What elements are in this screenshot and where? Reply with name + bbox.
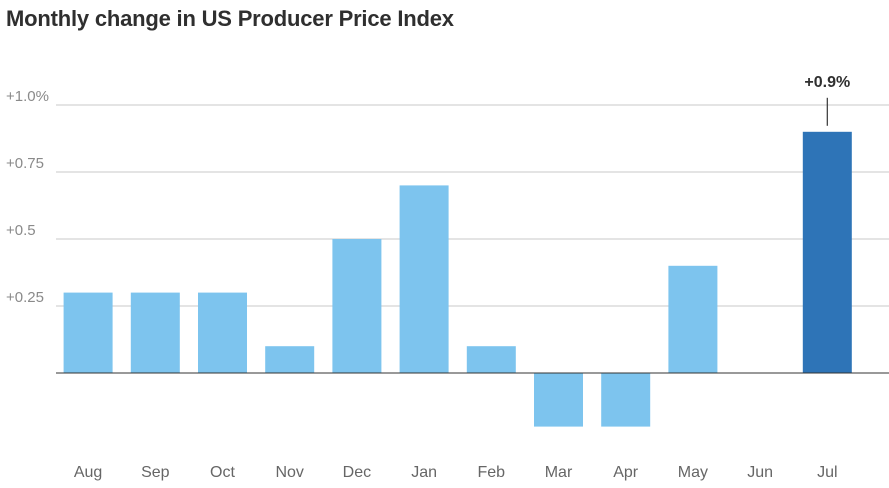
bar-feb — [466, 346, 516, 373]
bar-may — [668, 265, 718, 373]
x-tick-label: Nov — [275, 464, 303, 481]
bar-oct — [198, 292, 247, 373]
x-tick-label: Jul — [817, 464, 837, 481]
bar-nov — [265, 346, 315, 373]
x-tick-label: Jan — [411, 464, 437, 481]
bar-sep — [130, 292, 180, 373]
x-tick-label: Feb — [478, 464, 506, 481]
y-tick-label: +0.75 — [6, 155, 44, 172]
bar-dec — [332, 239, 382, 373]
bar-jan — [399, 185, 449, 373]
bar-jul — [802, 131, 852, 373]
y-tick-label: +1.0% — [6, 88, 49, 105]
x-tick-label: Oct — [210, 464, 235, 481]
x-tick-label: Aug — [74, 464, 102, 481]
labels: +0.25 +0.5 +0.75 +1.0% Aug Sep Oct Nov Dec Jan Feb… — [6, 74, 850, 481]
y-tick-label: +0.25 — [6, 289, 44, 306]
x-tick-label: Apr — [613, 464, 639, 481]
y-tick-label: +0.5 — [6, 222, 36, 239]
x-tick-label: Dec — [343, 464, 371, 481]
bar-mar — [534, 373, 583, 427]
gridlines — [56, 104, 889, 307]
x-tick-label: Jun — [747, 464, 773, 481]
x-tick-label: Sep — [141, 464, 170, 481]
x-tick-label: May — [678, 464, 708, 481]
callout-label: +0.9% — [804, 74, 850, 91]
chart-title: Monthly change in US Producer Price Inde… — [6, 6, 454, 31]
bar-aug — [63, 292, 113, 373]
x-tick-label: Mar — [545, 464, 573, 481]
bar-apr — [601, 373, 651, 427]
bars — [63, 131, 852, 427]
